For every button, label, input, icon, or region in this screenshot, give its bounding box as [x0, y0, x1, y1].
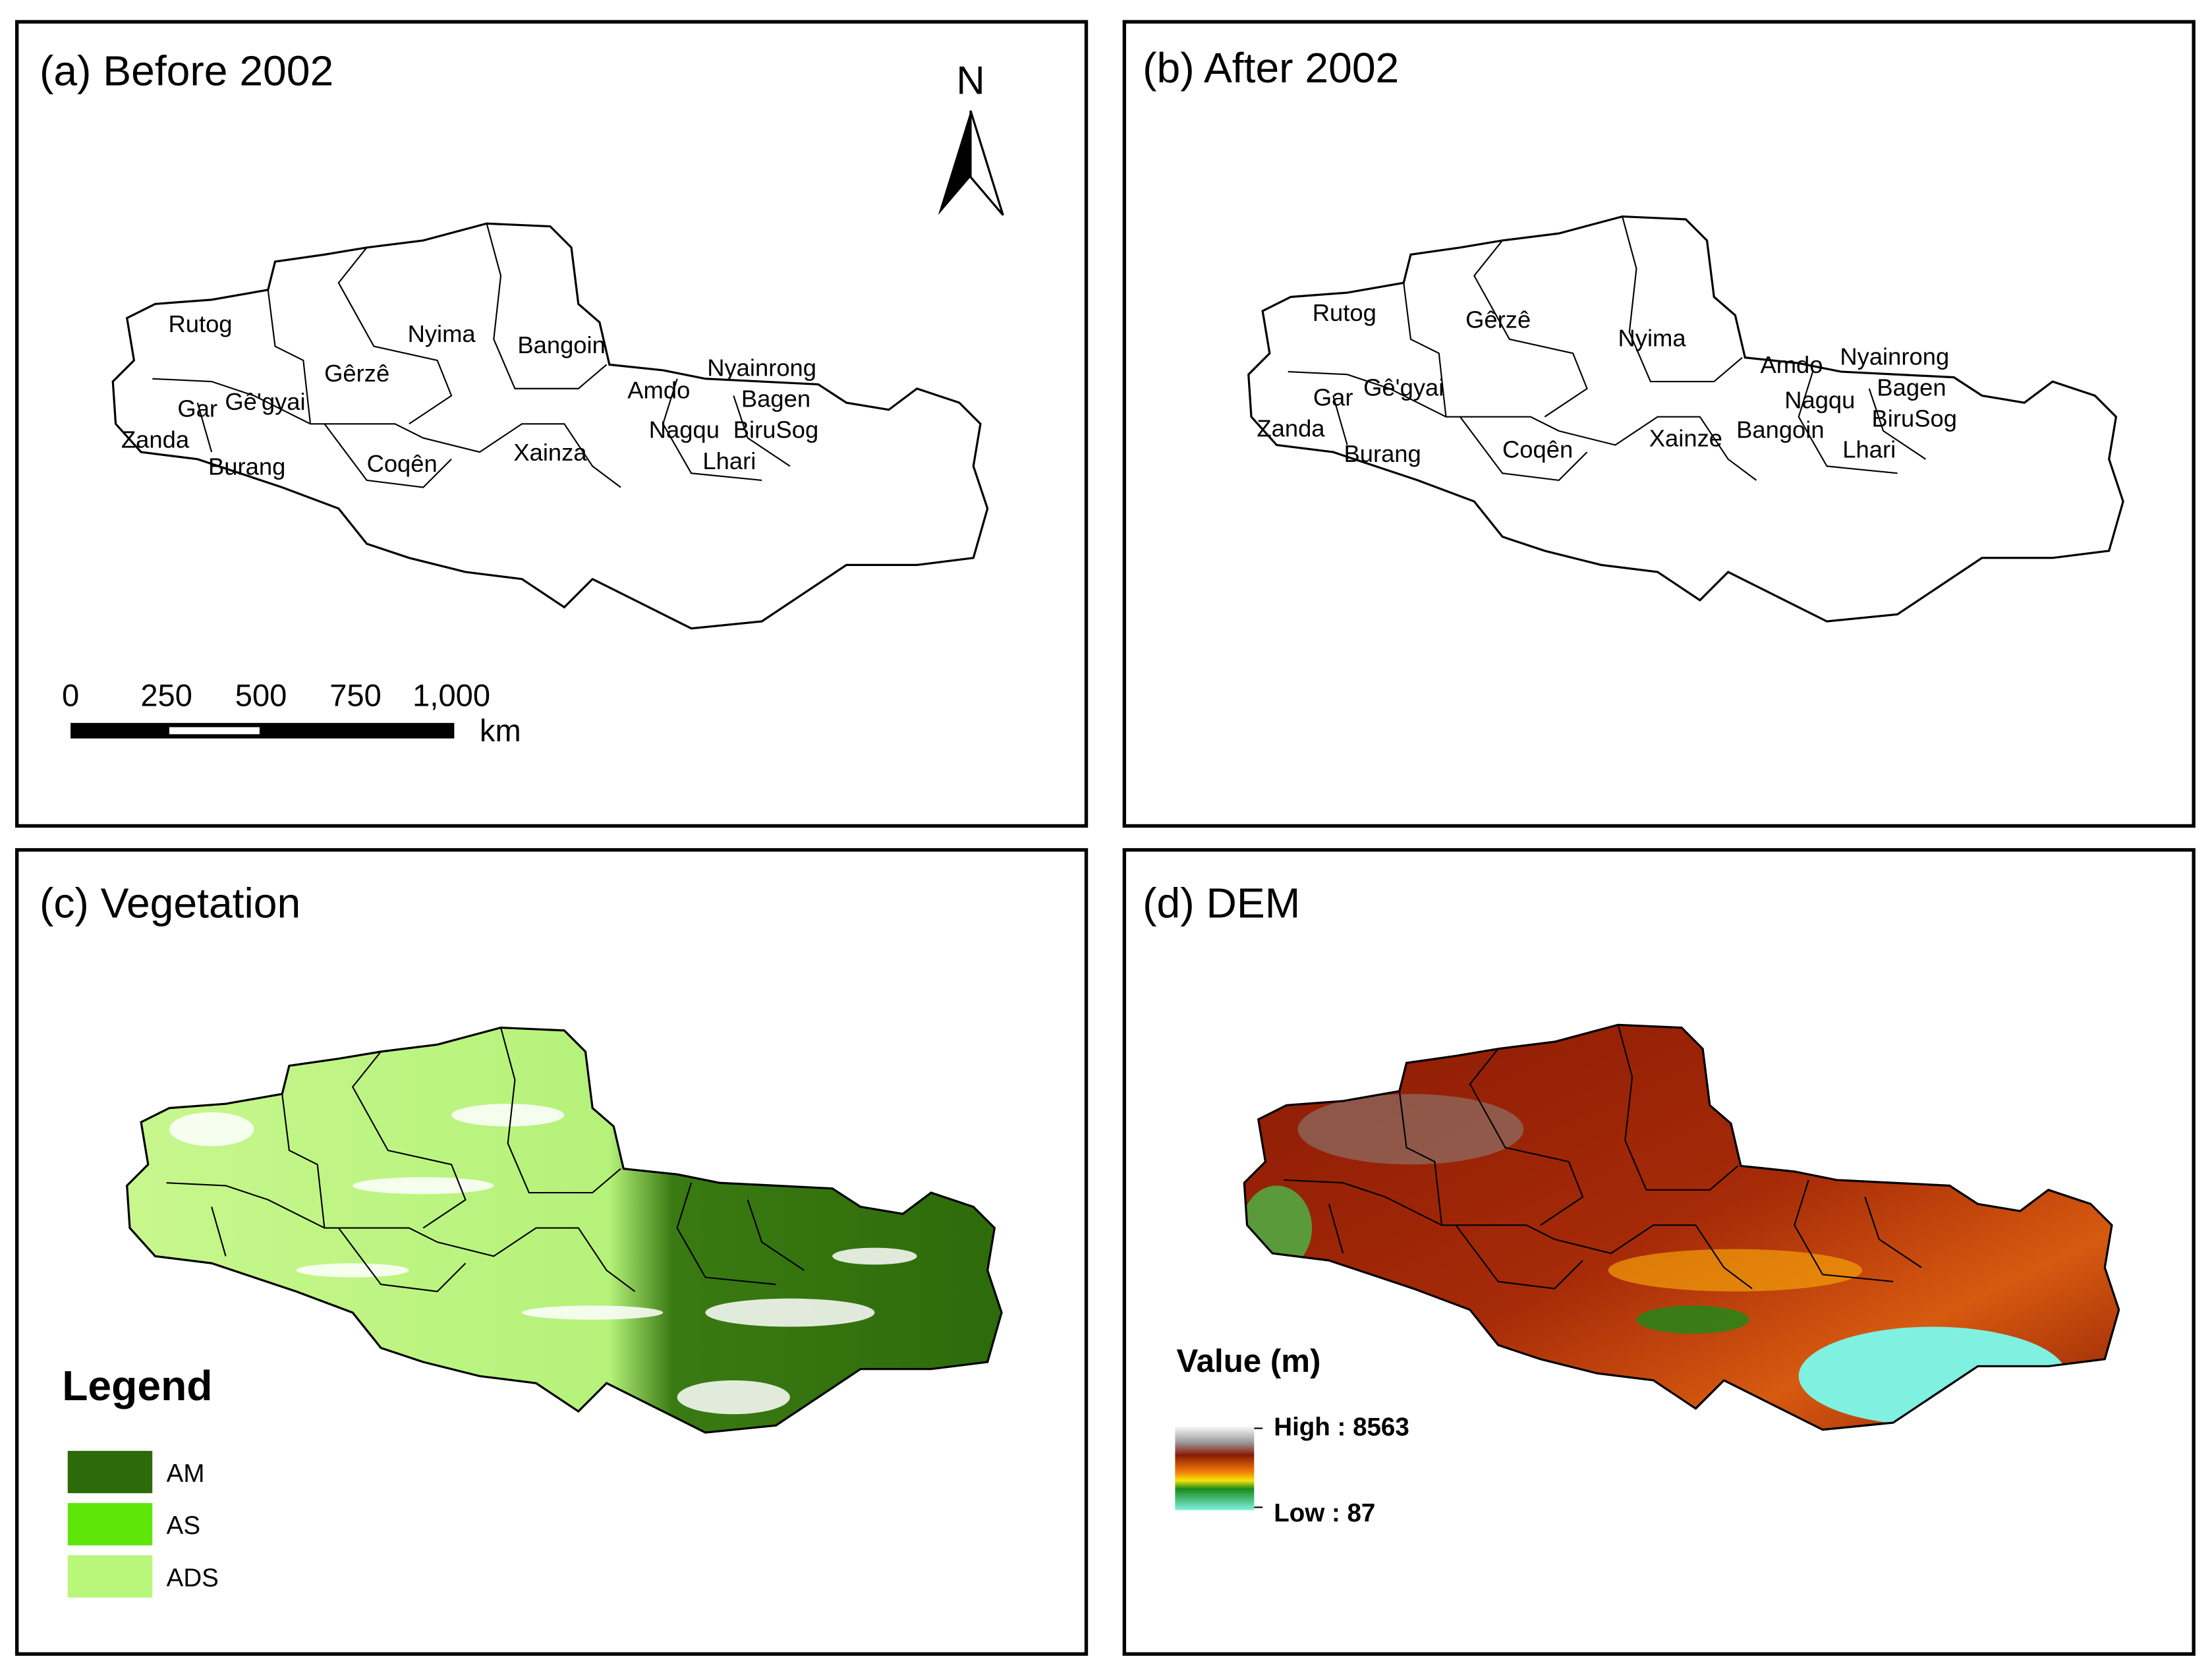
district-label: Gar — [1313, 383, 1353, 411]
legend-swatch — [67, 1450, 153, 1494]
scale-tick-label: 500 — [235, 677, 287, 712]
district-label: Bagen — [741, 385, 810, 412]
district-label: Nyima — [408, 320, 476, 347]
north-label: N — [956, 58, 984, 102]
district-label: Zanda — [121, 426, 190, 453]
panel-frame — [15, 848, 1089, 1656]
district-label: Xainza — [513, 439, 587, 466]
district-label: Lhari — [1842, 436, 1896, 463]
district-label: BiruSog — [733, 416, 818, 443]
legend-label: AS — [167, 1512, 200, 1540]
district-label: Nagqu — [649, 416, 720, 443]
district-label: Zanda — [1257, 415, 1325, 442]
legend-high: High : 8563 — [1274, 1413, 1409, 1441]
district-label: Gê'gyai — [225, 388, 305, 415]
district-label: Nyima — [1618, 325, 1687, 352]
legend-low: Low : 87 — [1274, 1499, 1375, 1527]
district-label: Nyainrong — [707, 354, 816, 381]
scale-tick-label: 750 — [329, 677, 382, 712]
panel-title: (a) Before 2002 — [40, 47, 333, 94]
legend-swatch — [67, 1503, 153, 1546]
legend-swatch — [67, 1555, 153, 1598]
district-label: Gêrzê — [1465, 306, 1531, 333]
region-outline — [111, 222, 989, 630]
scale-bar — [71, 723, 455, 739]
district-label: Bangoin — [1736, 416, 1825, 443]
panel-frame — [15, 20, 1089, 828]
legend-label: ADS — [167, 1564, 219, 1592]
district-label: Amdo — [627, 377, 690, 404]
panel-title: (c) Vegetation — [40, 880, 300, 927]
district-label: Gêrzê — [324, 360, 389, 387]
district-label: Bangoin — [517, 331, 606, 358]
district-label: Amdo — [1760, 351, 1823, 378]
legend-label: AM — [167, 1460, 205, 1488]
district-label: Burang — [1344, 440, 1421, 467]
district-label: Gê'gyai — [1363, 374, 1444, 401]
district-label: Burang — [208, 453, 285, 480]
district-label: Xainze — [1649, 425, 1722, 452]
district-label: Coqên — [367, 450, 438, 477]
color-ramp — [1175, 1425, 1255, 1510]
district-label: Bagen — [1877, 374, 1946, 401]
district-label: BiruSog — [1872, 405, 1957, 432]
panel-frame — [1122, 20, 2196, 828]
north-arrow — [938, 110, 971, 215]
panel-title: (d) DEM — [1143, 880, 1300, 927]
scale-tick-label: 250 — [140, 677, 192, 712]
north-arrow — [969, 110, 1004, 216]
panel-title: (b) After 2002 — [1143, 44, 1399, 92]
scale-unit: km — [480, 713, 521, 748]
district-label: Rutog — [1313, 299, 1376, 326]
panel-frame — [1122, 848, 2196, 1656]
legend-title: Legend — [62, 1362, 212, 1409]
map-b — [1247, 215, 2124, 623]
district-label: Nagqu — [1784, 387, 1855, 414]
district-label: Nyainrong — [1840, 343, 1949, 370]
legend-title: Value (m) — [1177, 1343, 1321, 1379]
district-label: Gar — [177, 395, 217, 422]
district-label: Rutog — [168, 310, 232, 337]
district-label: Lhari — [702, 447, 756, 474]
scale-tick-label: 1,000 — [412, 677, 490, 712]
district-label: Coqên — [1502, 436, 1573, 463]
scale-tick-label: 0 — [62, 677, 79, 712]
